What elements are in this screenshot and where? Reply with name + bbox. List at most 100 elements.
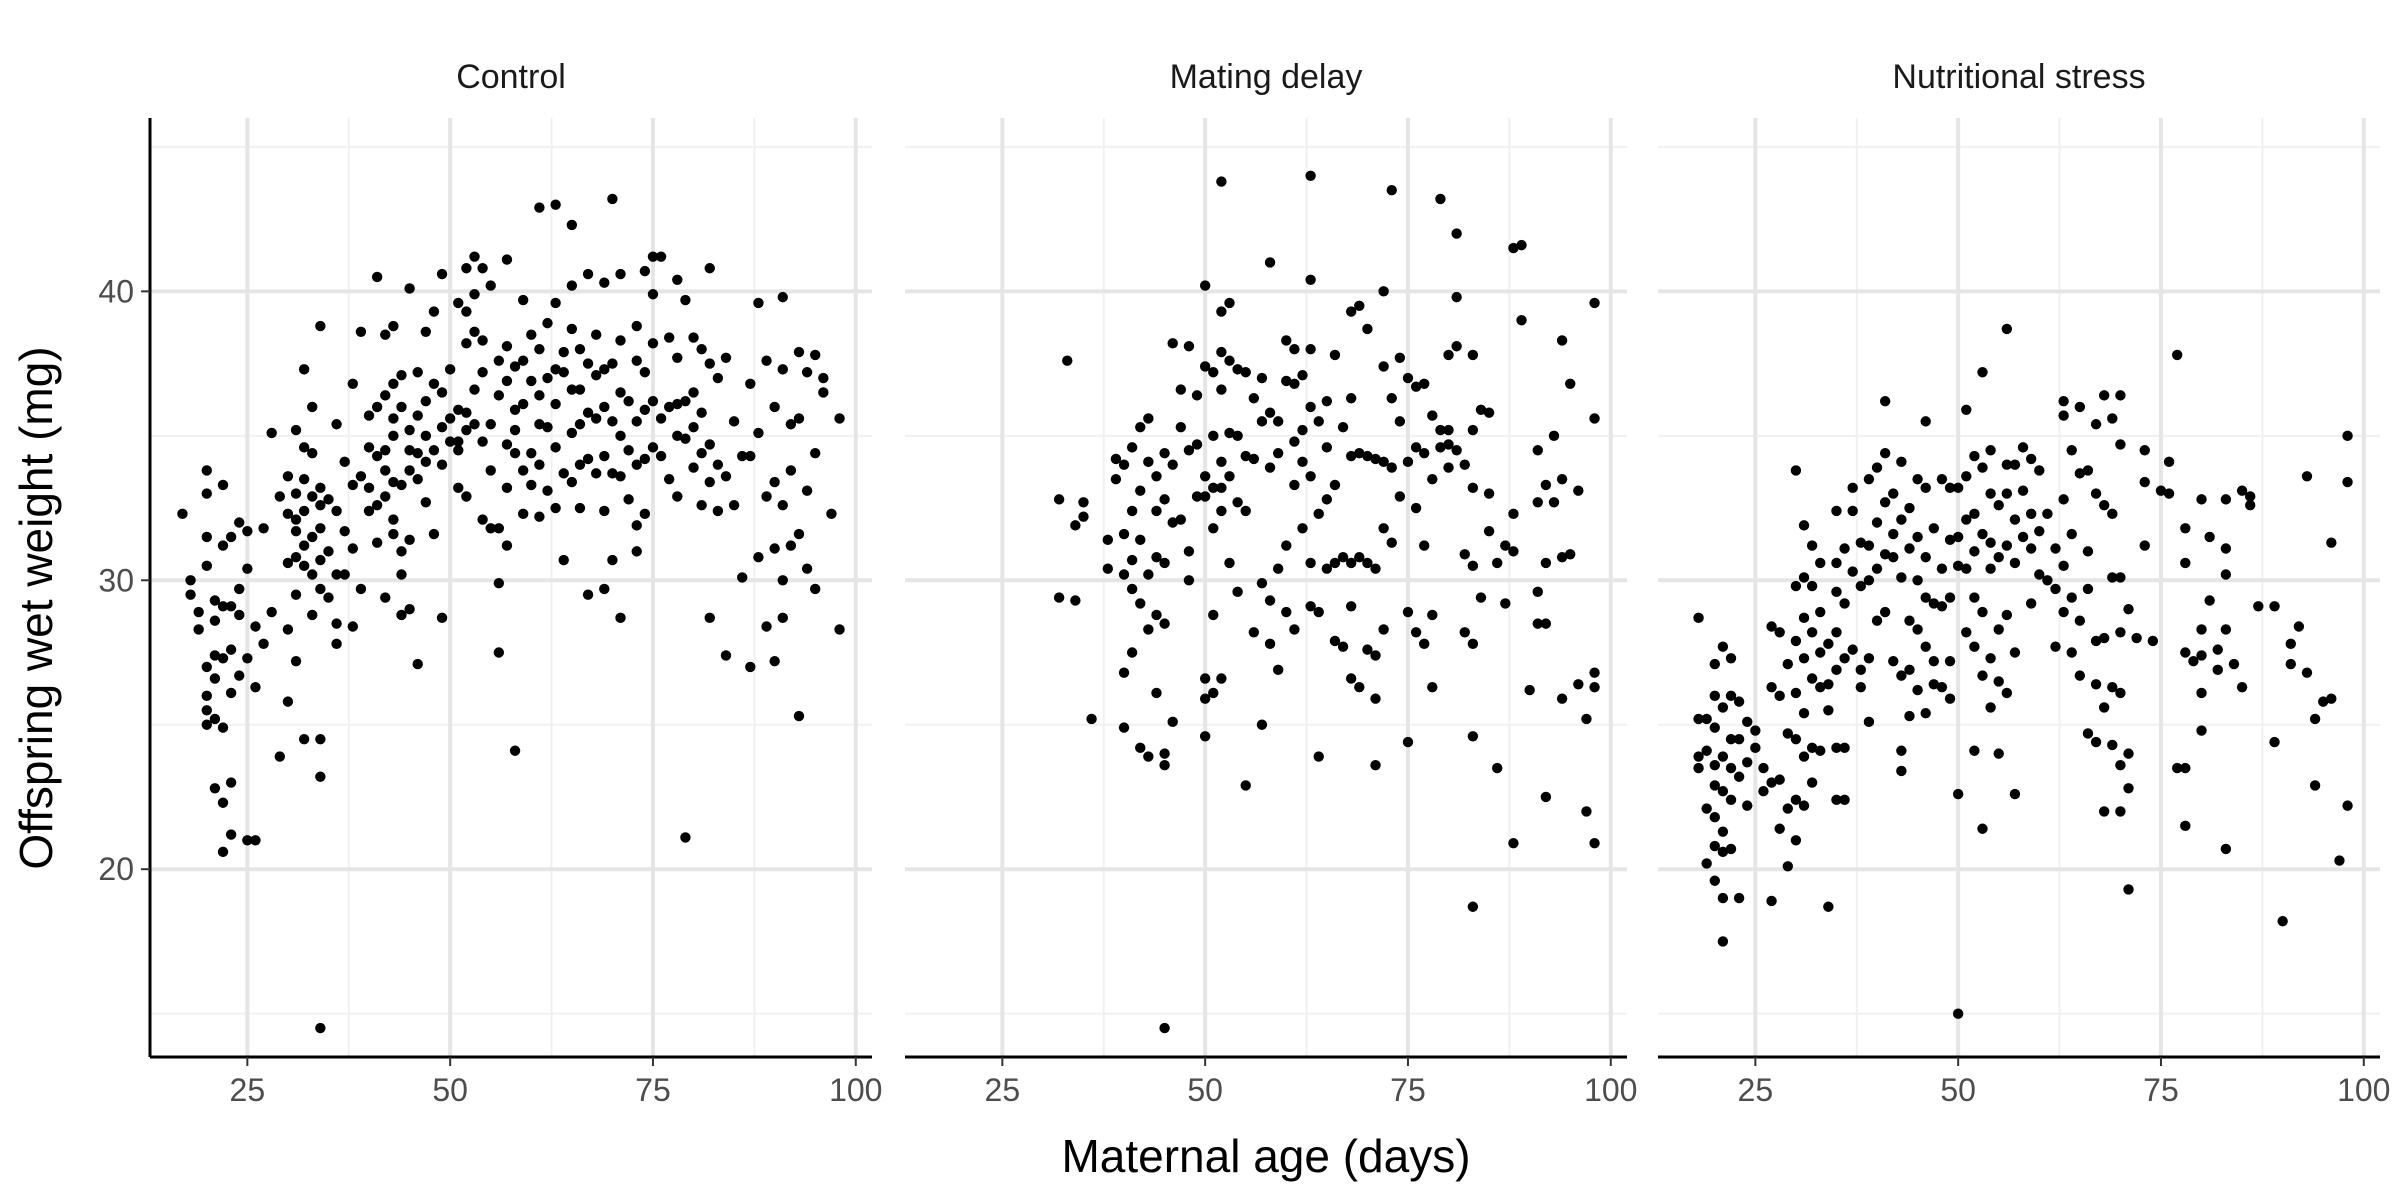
- data-point: [469, 384, 480, 395]
- data-point: [1823, 638, 1834, 650]
- data-point: [1815, 647, 1826, 658]
- data-point: [217, 653, 229, 664]
- data-point: [1839, 794, 1850, 806]
- data-point: [1879, 606, 1891, 618]
- data-point: [2277, 916, 2288, 927]
- data-point: [1378, 523, 1389, 534]
- data-point: [1135, 534, 1146, 546]
- data-point: [1944, 534, 1956, 546]
- data-point: [1159, 618, 1170, 629]
- data-point: [2058, 560, 2069, 572]
- data-point: [1717, 826, 1729, 837]
- data-point: [1806, 627, 1818, 638]
- data-point: [453, 436, 464, 447]
- data-point: [688, 421, 699, 433]
- data-point: [396, 569, 407, 580]
- x-tick-label: 25: [230, 1072, 266, 1108]
- data-point: [1492, 557, 1503, 569]
- data-point: [1766, 895, 1777, 907]
- data-point: [363, 482, 375, 494]
- data-point: [1272, 416, 1284, 427]
- data-point: [1709, 690, 1720, 702]
- data-point: [388, 378, 399, 390]
- data-point: [574, 343, 586, 355]
- data-point: [1766, 777, 1777, 788]
- data-point: [290, 424, 302, 436]
- data-point: [1378, 456, 1389, 468]
- data-point: [469, 289, 480, 300]
- data-point: [615, 387, 626, 398]
- data-point: [1208, 482, 1219, 494]
- data-point: [2058, 395, 2069, 407]
- data-point: [1516, 239, 1527, 251]
- data-point: [615, 335, 626, 346]
- data-point: [1524, 684, 1535, 696]
- data-point: [1443, 349, 1454, 361]
- data-point: [590, 413, 602, 424]
- data-point: [282, 508, 294, 520]
- data-point: [647, 338, 659, 349]
- data-point: [1427, 609, 1438, 621]
- data-point: [298, 505, 310, 517]
- data-point: [185, 589, 196, 600]
- data-point: [225, 601, 237, 612]
- data-point: [1993, 676, 2004, 687]
- data-point: [1183, 341, 1195, 352]
- data-point: [696, 447, 707, 459]
- data-point: [590, 369, 602, 381]
- data-point: [201, 560, 212, 572]
- data-point: [2001, 323, 2013, 335]
- data-point: [2212, 644, 2223, 655]
- data-point: [1888, 655, 1899, 667]
- data-point: [1839, 653, 1850, 664]
- data-point: [1159, 447, 1170, 459]
- data-point: [1573, 679, 1584, 690]
- data-point: [1540, 479, 1552, 491]
- data-point: [785, 540, 797, 551]
- data-point: [1370, 453, 1381, 465]
- data-point: [1717, 641, 1729, 652]
- facet-title: Mating delay: [1170, 58, 1363, 96]
- data-point: [1847, 482, 1858, 494]
- data-point: [1126, 647, 1138, 658]
- data-point: [1790, 580, 1802, 592]
- data-point: [396, 479, 407, 491]
- data-point: [550, 502, 561, 514]
- data-point: [501, 482, 513, 494]
- data-point: [623, 445, 634, 456]
- data-point: [1427, 681, 1438, 693]
- data-point: [363, 442, 375, 453]
- data-point: [1733, 892, 1745, 904]
- data-point: [355, 326, 367, 338]
- data-point: [558, 346, 569, 358]
- data-point: [1135, 485, 1146, 496]
- data-point: [2123, 748, 2134, 759]
- data-point: [509, 404, 521, 416]
- data-point: [2098, 702, 2110, 713]
- data-point: [1289, 436, 1300, 447]
- data-point: [1467, 560, 1479, 572]
- data-point: [412, 473, 423, 485]
- data-point: [1733, 771, 1745, 782]
- data-point: [2342, 430, 2353, 442]
- data-point: [1053, 494, 1065, 505]
- data-point: [1985, 702, 1996, 713]
- data-point: [1985, 563, 1996, 574]
- data-point: [1961, 471, 1972, 482]
- data-point: [753, 427, 764, 439]
- data-point: [420, 395, 432, 407]
- data-point: [1961, 563, 1972, 574]
- data-point: [517, 294, 529, 306]
- data-point: [1556, 473, 1568, 485]
- data-point: [234, 583, 245, 595]
- data-point: [501, 540, 513, 551]
- data-point: [1831, 557, 1842, 569]
- data-point: [1467, 901, 1479, 912]
- data-point: [1256, 372, 1268, 384]
- data-point: [1993, 551, 2004, 563]
- data-point: [217, 601, 229, 612]
- data-point: [1378, 624, 1389, 635]
- data-point: [1709, 875, 1720, 886]
- data-point: [2050, 641, 2061, 652]
- data-point: [1500, 598, 1511, 609]
